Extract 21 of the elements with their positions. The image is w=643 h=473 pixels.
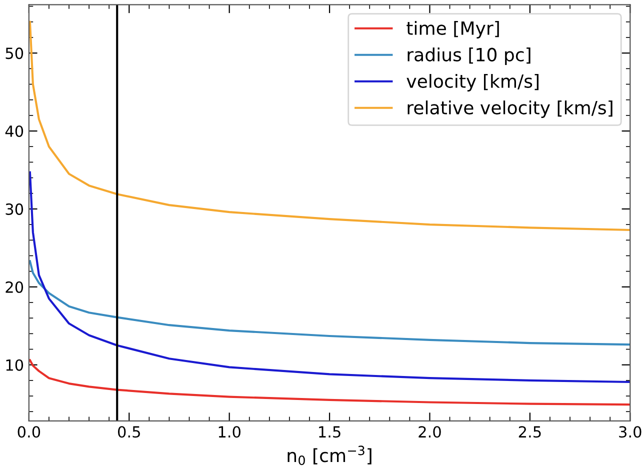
legend-label: velocity [km/s] [406,74,538,92]
x-axis-title: n$_{0}$ [cm$^{−3}$] [288,446,372,466]
legend-label: relative velocity [km/s] [408,100,612,118]
line-series [28,260,630,346]
x-tick-label: 1.5 [319,426,340,438]
x-tick-label: 2.5 [518,426,541,438]
line-series [28,171,630,384]
x-tick-label: 1.0 [218,426,240,438]
y-tick-label: 20 [6,281,24,293]
x-tick-label: 2.0 [418,426,441,438]
line-series [28,359,630,406]
y-tick-label: 10 [6,359,24,371]
x-tick-label: 3.0 [619,426,642,438]
y-tick-label: 30 [6,203,24,215]
x-tick-label: 0.0 [18,426,40,438]
y-tick-label: 40 [5,125,24,138]
x-tick-label: 0.5 [118,426,140,438]
legend-label: radius [10 pc] [408,47,530,65]
line-series [28,20,630,232]
y-tick-label: 50 [6,48,24,60]
legend-label: time [Myr] [406,20,499,38]
